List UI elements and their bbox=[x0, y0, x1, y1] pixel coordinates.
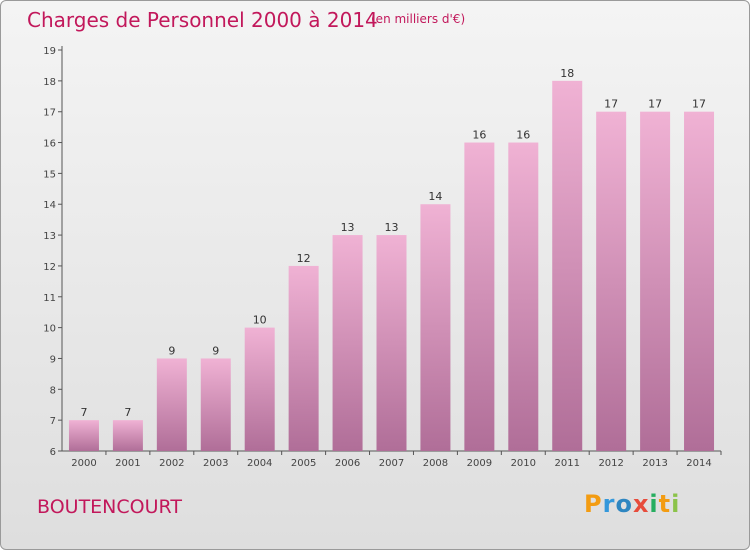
bar bbox=[156, 358, 187, 451]
y-tick-label: 6 bbox=[50, 447, 56, 458]
data-label: 10 bbox=[253, 314, 267, 327]
data-label: 13 bbox=[341, 221, 355, 234]
data-label: 13 bbox=[385, 221, 399, 234]
x-tick-label: 2010 bbox=[511, 458, 536, 469]
x-tick-label: 2008 bbox=[423, 458, 448, 469]
logo-letter: r bbox=[602, 490, 616, 518]
data-label: 18 bbox=[560, 67, 574, 80]
x-tick-label: 2000 bbox=[71, 458, 96, 469]
x-tick-label: 2007 bbox=[379, 458, 404, 469]
logo-letter: i bbox=[649, 490, 659, 518]
data-label: 16 bbox=[516, 129, 530, 142]
x-tick-label: 2003 bbox=[203, 458, 228, 469]
logo-letter: o bbox=[615, 490, 633, 518]
y-tick-label: 14 bbox=[43, 200, 56, 211]
logo-letter: x bbox=[632, 490, 650, 518]
bar bbox=[596, 111, 627, 451]
data-label: 17 bbox=[692, 98, 706, 111]
y-tick-label: 19 bbox=[43, 46, 56, 57]
x-tick-label: 2013 bbox=[642, 458, 667, 469]
bar bbox=[376, 235, 407, 451]
y-tick-label: 15 bbox=[43, 169, 56, 180]
x-tick-label: 2005 bbox=[291, 458, 316, 469]
logo-letter: t bbox=[658, 490, 672, 518]
y-tick-label: 11 bbox=[43, 293, 56, 304]
bar bbox=[508, 142, 539, 452]
y-tick-label: 8 bbox=[50, 385, 56, 396]
x-tick-label: 2012 bbox=[598, 458, 623, 469]
data-label: 14 bbox=[428, 190, 442, 203]
x-tick-label: 2014 bbox=[686, 458, 711, 469]
x-tick-label: 2006 bbox=[335, 458, 360, 469]
y-tick-label: 12 bbox=[43, 262, 56, 273]
data-label: 7 bbox=[124, 406, 131, 419]
logo-letter: i bbox=[671, 490, 681, 518]
bar bbox=[552, 80, 583, 451]
bar bbox=[420, 204, 451, 451]
commune-name: BOUTENCOURT bbox=[37, 496, 182, 518]
bar bbox=[464, 142, 495, 452]
x-tick-label: 2001 bbox=[115, 458, 140, 469]
bar bbox=[332, 235, 363, 451]
data-label: 9 bbox=[212, 344, 219, 357]
logo-letter: P bbox=[584, 490, 603, 518]
bar bbox=[244, 327, 275, 451]
y-tick-label: 9 bbox=[50, 354, 56, 365]
data-label: 7 bbox=[80, 406, 87, 419]
bar bbox=[200, 358, 231, 451]
y-tick-label: 17 bbox=[43, 108, 56, 119]
bar bbox=[68, 420, 99, 451]
data-label: 17 bbox=[604, 98, 618, 111]
chart-title: Charges de Personnel 2000 à 2014 bbox=[27, 8, 378, 32]
bar bbox=[640, 111, 671, 451]
bar bbox=[288, 265, 319, 451]
bar bbox=[684, 111, 715, 451]
data-label: 12 bbox=[297, 252, 311, 265]
data-label: 9 bbox=[168, 344, 175, 357]
y-tick-label: 10 bbox=[43, 324, 56, 335]
y-tick-label: 16 bbox=[43, 139, 56, 150]
data-label: 16 bbox=[472, 129, 486, 142]
y-tick-label: 7 bbox=[50, 416, 56, 427]
x-tick-label: 2002 bbox=[159, 458, 184, 469]
bar bbox=[112, 420, 143, 451]
x-tick-label: 2004 bbox=[247, 458, 272, 469]
x-tick-label: 2011 bbox=[555, 458, 580, 469]
y-tick-label: 18 bbox=[43, 77, 56, 88]
proxiti-logo: Proxiti bbox=[584, 490, 680, 518]
data-label: 17 bbox=[648, 98, 662, 111]
y-tick-label: 13 bbox=[43, 231, 56, 242]
chart-subtitle: (en milliers d'€) bbox=[371, 12, 466, 26]
x-tick-label: 2009 bbox=[467, 458, 492, 469]
